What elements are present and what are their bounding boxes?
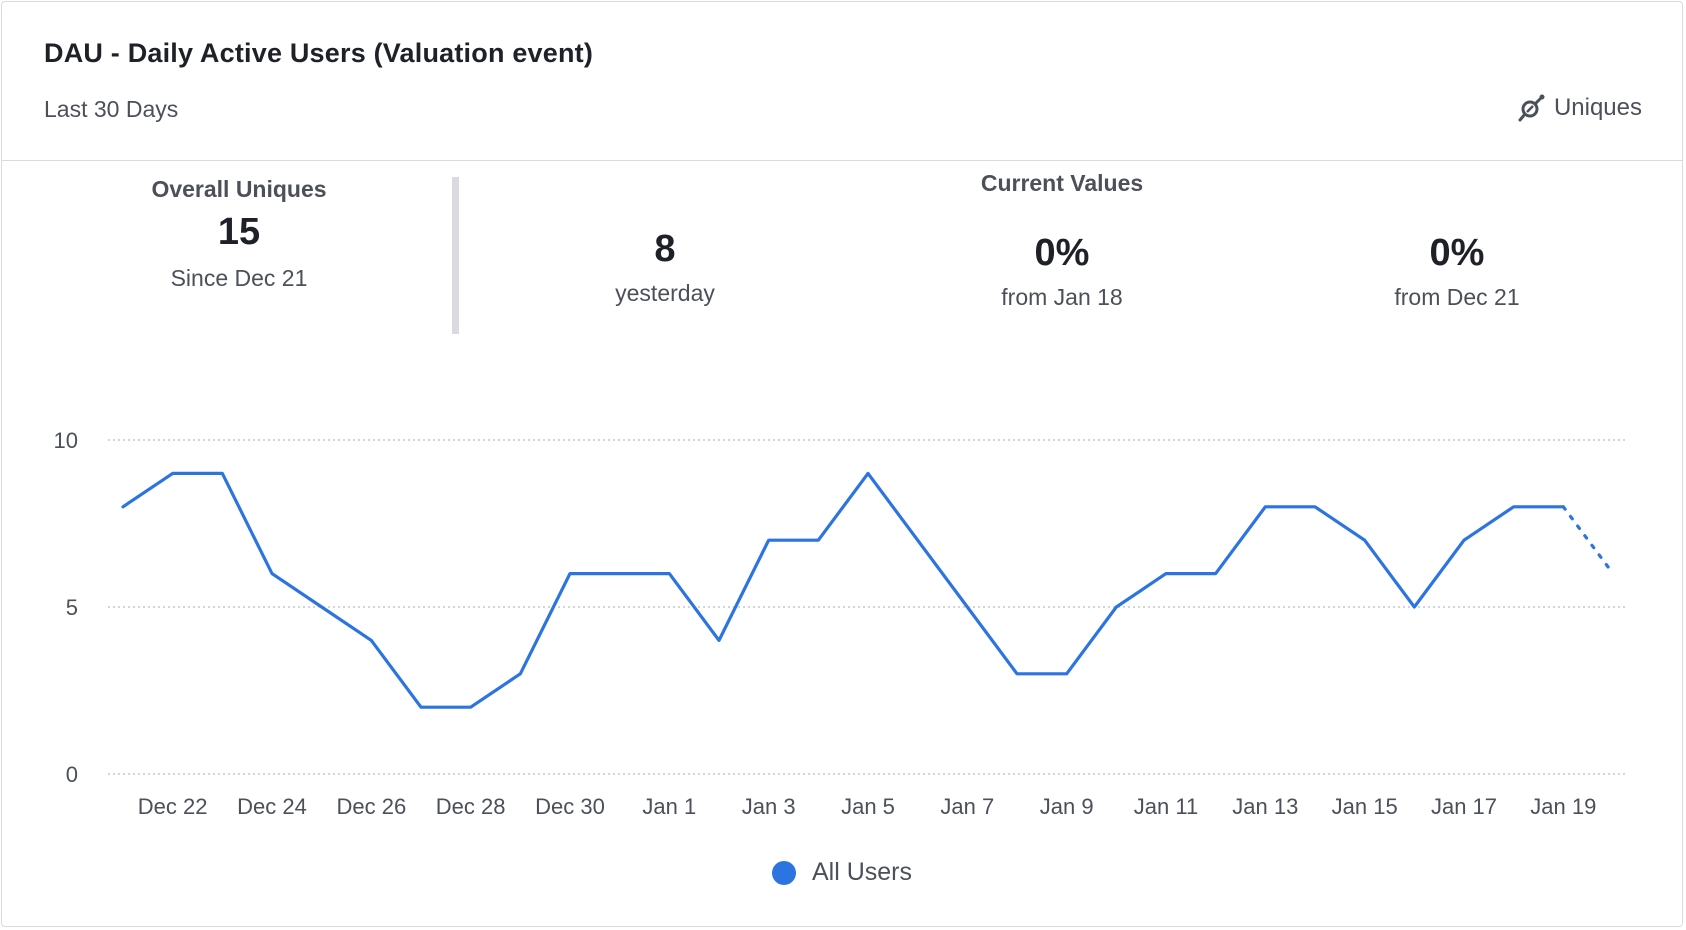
data-point: [516, 670, 524, 678]
series-line-0: [121, 471, 1565, 709]
data-point: [1063, 670, 1071, 678]
data-point: [1311, 503, 1319, 511]
data-point: [268, 570, 276, 578]
y-tick-label: 0: [66, 762, 78, 787]
series-line-incomplete-0: [1561, 505, 1615, 576]
y-tick-label: 5: [66, 595, 78, 620]
x-tick-label: Jan 19: [1530, 794, 1596, 819]
data-point: [318, 603, 326, 611]
y-tick-label: 10: [54, 428, 78, 453]
yesterday-value: 8: [654, 228, 676, 270]
date-range-label: Last 30 Days: [44, 96, 179, 122]
stats-row: Overall Uniques 15 Since Dec 21 Current …: [2, 160, 1682, 340]
change-from-dec21-value: 0%: [1429, 232, 1485, 274]
x-tick-label: Dec 28: [436, 794, 506, 819]
data-point: [616, 570, 624, 578]
overall-uniques-stat: Overall Uniques 15 Since Dec 21: [139, 176, 339, 292]
x-tick-label: Jan 9: [1040, 794, 1094, 819]
x-tick-label: Jan 1: [642, 794, 696, 819]
stats-divider: [452, 177, 459, 334]
overall-uniques-value: 15: [217, 211, 261, 253]
chart-title: DAU - Daily Active Users (Valuation even…: [44, 38, 594, 68]
current-values-heading: Current Values: [902, 170, 1222, 197]
data-point: [1460, 536, 1468, 544]
x-tick-label: Jan 5: [841, 794, 895, 819]
card-header: DAU - Daily Active Users (Valuation even…: [2, 2, 1682, 161]
data-point: [417, 703, 425, 711]
data-point: [1112, 603, 1120, 611]
data-point: [963, 603, 971, 611]
change-from-jan18-value: 0%: [1034, 232, 1090, 274]
x-tick-label: Jan 7: [940, 794, 994, 819]
change-from-jan18-label: from Jan 18: [1001, 283, 1123, 310]
x-tick-label: Jan 3: [742, 794, 796, 819]
legend-label-all-users[interactable]: All Users: [811, 858, 912, 886]
data-point: [1410, 603, 1418, 611]
metric-toggle-label: Uniques: [1553, 94, 1642, 121]
data-point: [1013, 670, 1021, 678]
chart-legend: All Users: [2, 858, 1682, 887]
data-point: [1361, 536, 1369, 544]
x-tick-label: Dec 30: [535, 794, 605, 819]
data-point: [1261, 503, 1269, 511]
metric-switch-icon: [1516, 93, 1546, 123]
x-tick-label: Jan 13: [1232, 794, 1298, 819]
data-point: [169, 469, 177, 477]
yesterday-label: yesterday: [615, 279, 715, 306]
data-point: [119, 503, 127, 511]
x-tick-label: Jan 15: [1332, 794, 1398, 819]
change-from-jan18-stat: 0% from Jan 18: [937, 232, 1187, 311]
data-point: [765, 536, 773, 544]
data-point: [864, 469, 872, 477]
legend-dot-all-users: [771, 860, 796, 885]
x-tick-label: Dec 24: [237, 794, 307, 819]
data-point: [1609, 570, 1617, 578]
data-point: [914, 536, 922, 544]
data-point: [566, 570, 574, 578]
data-point: [367, 636, 375, 644]
x-tick-label: Jan 17: [1431, 794, 1497, 819]
data-point: [1212, 570, 1220, 578]
change-from-dec21-label: from Dec 21: [1394, 283, 1520, 310]
yesterday-stat: 8 yesterday: [565, 228, 765, 307]
x-tick-label: Dec 22: [138, 794, 208, 819]
x-tick-label: Jan 11: [1134, 794, 1198, 819]
data-point: [1162, 570, 1170, 578]
x-tick-label: Dec 26: [336, 794, 406, 819]
data-point: [715, 636, 723, 644]
data-point: [1510, 503, 1518, 511]
data-point: [665, 570, 673, 578]
overall-uniques-label: Overall Uniques: [151, 176, 327, 202]
overall-uniques-since: Since Dec 21: [170, 264, 308, 291]
data-point: [467, 703, 475, 711]
metric-toggle-button[interactable]: Uniques: [1516, 93, 1642, 123]
current-values-label: Current Values: [980, 170, 1144, 196]
change-from-dec21-stat: 0% from Dec 21: [1332, 232, 1582, 311]
data-point: [814, 536, 822, 544]
data-point: [1559, 503, 1567, 511]
data-point: [218, 469, 226, 477]
